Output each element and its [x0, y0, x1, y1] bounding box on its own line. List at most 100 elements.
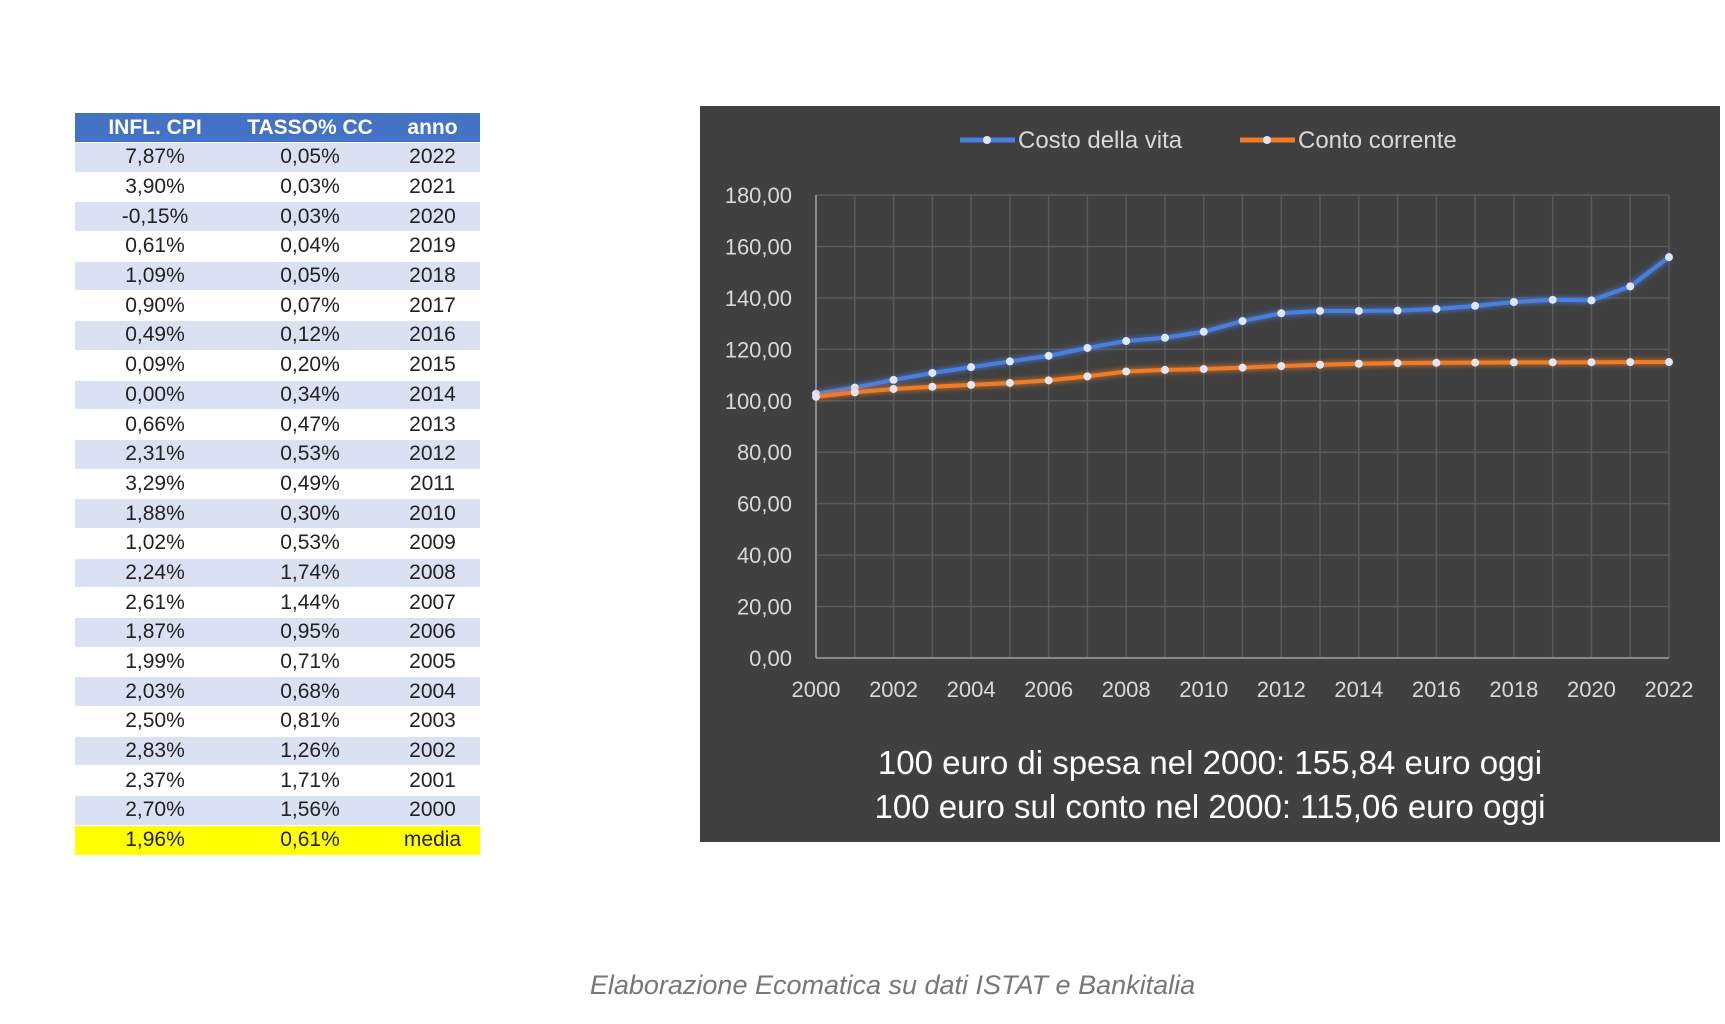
cell-tasso-cc: 0,34%	[235, 379, 385, 410]
legend-label: Conto corrente	[1298, 127, 1457, 154]
y-tick-label: 80,00	[737, 440, 792, 465]
table-row: 3,90% 0,03% 2021	[75, 171, 480, 202]
x-tick-label: 2006	[1024, 677, 1073, 702]
cell-anno: 2018	[385, 260, 480, 291]
table-row: 1,88% 0,30% 2010	[75, 498, 480, 529]
data-point-0	[1044, 351, 1053, 360]
table-row: 1,02% 0,53% 2009	[75, 527, 480, 559]
cell-anno: 2019	[385, 231, 480, 262]
average-cell: 0,61%	[235, 824, 385, 855]
cell-tasso-cc: 1,26%	[235, 735, 385, 766]
data-point-1	[928, 382, 937, 391]
data-point-0	[1665, 253, 1673, 262]
table-row: 2,31% 0,53% 2012	[75, 438, 480, 470]
cell-tasso-cc: 0,03%	[235, 201, 385, 232]
average-cell: media	[385, 824, 480, 855]
table-row: 2,50% 0,81% 2003	[75, 706, 480, 737]
data-point-0	[1509, 298, 1518, 307]
data-point-0	[1548, 295, 1557, 304]
table-row: 1,87% 0,95% 2006	[75, 617, 480, 648]
data-point-1	[812, 392, 820, 401]
x-tick-label: 2008	[1102, 677, 1151, 702]
cell-anno: 2016	[385, 320, 480, 351]
cell-infl-cpi: 1,88%	[75, 498, 235, 529]
average-cell: 1,96%	[75, 824, 235, 855]
data-point-0	[1277, 309, 1286, 318]
data-point-1	[1665, 358, 1673, 367]
cell-infl-cpi: 1,02%	[75, 527, 235, 559]
legend-item-0: Costo della vita	[960, 127, 1183, 154]
header-anno: anno	[385, 113, 480, 143]
x-tick-label: 2014	[1334, 677, 1383, 702]
cell-anno: 2009	[385, 527, 480, 559]
chart-panel: 0,00 20,00 40,00 60,00 80,00 100,00 120,00 140,…	[700, 106, 1720, 842]
data-point-0	[1083, 343, 1092, 352]
legend-marker	[1263, 136, 1271, 144]
data-point-1	[1471, 358, 1480, 367]
cell-tasso-cc: 1,74%	[235, 557, 385, 588]
data-point-0	[1316, 306, 1325, 315]
cell-anno: 2004	[385, 676, 480, 707]
cell-infl-cpi: 0,49%	[75, 320, 235, 351]
data-point-0	[1354, 306, 1363, 315]
data-point-1	[889, 384, 898, 393]
data-point-0	[1160, 333, 1169, 342]
legend-item-1: Conto corrente	[1240, 127, 1457, 154]
data-point-1	[850, 388, 859, 397]
summary-line-1: 100 euro di spesa nel 2000: 155,84 euro …	[877, 744, 1543, 781]
data-table: INFL. CPI TASSO% CC anno 7,87% 0,05% 2022 3…	[75, 113, 480, 855]
cell-tasso-cc: 1,56%	[235, 795, 385, 826]
x-tick-label: 2022	[1645, 677, 1694, 702]
cell-tasso-cc: 0,07%	[235, 290, 385, 321]
cell-anno: 2006	[385, 617, 480, 648]
cell-tasso-cc: 1,71%	[235, 765, 385, 796]
cell-infl-cpi: 2,31%	[75, 438, 235, 470]
cell-anno: 2002	[385, 735, 480, 766]
y-tick-label: 100,00	[725, 389, 792, 414]
data-point-1	[1393, 359, 1402, 368]
data-point-0	[1471, 301, 1480, 310]
caption: Elaborazione Ecomatica su dati ISTAT e B…	[589, 970, 1196, 1000]
data-point-1	[1316, 360, 1325, 369]
cell-infl-cpi: 3,90%	[75, 171, 235, 202]
cell-infl-cpi: 2,37%	[75, 765, 235, 796]
cell-anno: 2007	[385, 587, 480, 618]
average-row: 1,96% 0,61% media	[75, 824, 480, 855]
cell-tasso-cc: 0,95%	[235, 617, 385, 648]
cell-anno: 2000	[385, 795, 480, 826]
data-point-1	[1626, 358, 1635, 367]
x-tick-label: 2012	[1257, 677, 1306, 702]
table-row: 0,90% 0,07% 2017	[75, 290, 480, 321]
cell-anno: 2022	[385, 142, 480, 173]
cell-infl-cpi: -0,15%	[75, 201, 235, 232]
cell-tasso-cc: 0,71%	[235, 646, 385, 677]
cell-infl-cpi: 2,24%	[75, 557, 235, 588]
x-tick-label: 2018	[1489, 677, 1538, 702]
data-point-1	[1432, 358, 1441, 367]
data-point-0	[928, 368, 937, 377]
cell-tasso-cc: 0,47%	[235, 409, 385, 440]
legend-marker	[983, 136, 991, 144]
data-point-1	[967, 380, 976, 389]
data-point-0	[1393, 306, 1402, 315]
cell-tasso-cc: 0,68%	[235, 676, 385, 707]
legend-label: Costo della vita	[1018, 127, 1183, 154]
cell-anno: 2003	[385, 706, 480, 737]
data-point-1	[1238, 363, 1247, 372]
x-tick-label: 2016	[1412, 677, 1461, 702]
cell-tasso-cc: 0,05%	[235, 260, 385, 291]
table-row: 2,70% 1,56% 2000	[75, 795, 480, 826]
line-chart: 0,00 20,00 40,00 60,00 80,00 100,00 120,00 140,…	[725, 127, 1694, 702]
y-tick-label: 60,00	[737, 492, 792, 517]
data-point-0	[889, 375, 898, 384]
cell-infl-cpi: 0,00%	[75, 379, 235, 410]
header-tasso-cc: TASSO% CC	[235, 113, 385, 143]
cell-anno: 2001	[385, 765, 480, 796]
table-row: 0,00% 0,34% 2014	[75, 379, 480, 410]
cell-tasso-cc: 0,03%	[235, 171, 385, 202]
data-point-1	[1005, 378, 1014, 387]
cell-anno: 2013	[385, 409, 480, 440]
data-point-1	[1354, 359, 1363, 368]
cell-anno: 2014	[385, 379, 480, 410]
y-tick-label: 140,00	[725, 286, 792, 311]
